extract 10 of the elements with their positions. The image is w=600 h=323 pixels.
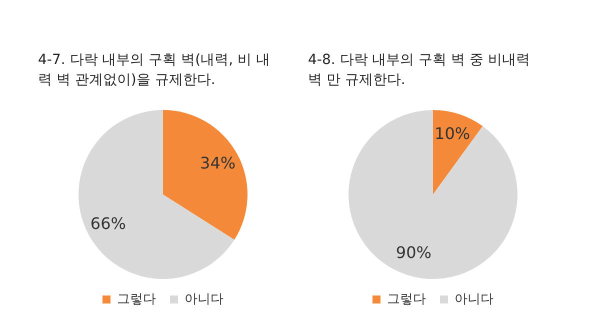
legend-label: 아니다 [184, 292, 224, 307]
chart-title: 4-7. 다락 내부의 구획 벽(내력, 비 내력 벽 관계없이)을 규제한다. [38, 51, 271, 90]
data-label: 10% [434, 124, 470, 144]
chart-title: 4-8. 다락 내부의 구획 벽 중 비내력벽 만 규제한다. [308, 51, 532, 90]
data-label: 66% [90, 214, 126, 233]
legend-label: 그렇다 [387, 292, 426, 307]
legend-label: 그렇다 [117, 292, 156, 307]
legend-label: 아니다 [454, 292, 494, 307]
data-label: 34% [200, 154, 236, 173]
data-label: 90% [396, 243, 432, 262]
